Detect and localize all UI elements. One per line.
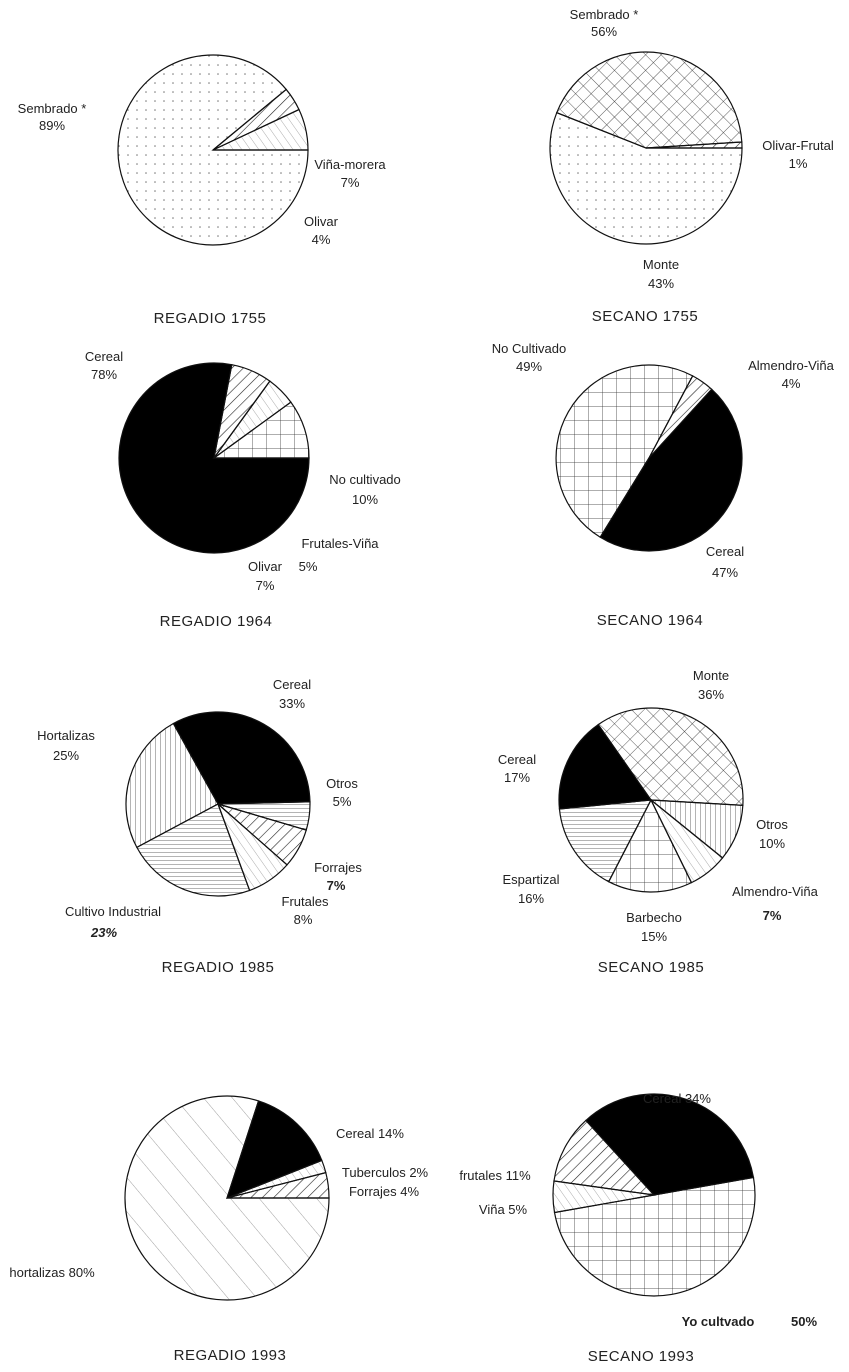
- label-r1985-frutales: Frutales: [282, 894, 329, 909]
- label-s1993-nocult-pct: 50%: [791, 1314, 817, 1329]
- label-r1985-otros-pct: 5%: [333, 794, 352, 809]
- label-s1755-monte: Monte: [643, 257, 679, 272]
- title-secano-1964: SECANO 1964: [597, 612, 703, 629]
- title-secano-1993: SECANO 1993: [588, 1348, 694, 1365]
- label-s1993-nocult: Yo cultvado: [682, 1314, 755, 1329]
- title-secano-1755: SECANO 1755: [592, 308, 698, 325]
- label-s1985-otros: Otros: [756, 817, 788, 832]
- label-r1964-olivar-pct: 7%: [256, 578, 275, 593]
- label-r1985-industrial-pct: 23%: [90, 925, 117, 940]
- label-r1985-hortalizas-pct: 25%: [53, 748, 79, 763]
- pie-secano-1993: [552, 1093, 756, 1297]
- label-r1755-olivar-pct: 4%: [312, 232, 331, 247]
- label-s1985-monte-pct: 36%: [698, 687, 724, 702]
- pie-slice-olivar-frutal: [645, 141, 743, 149]
- label-s1964-nocult-pct: 49%: [516, 359, 542, 374]
- label-s1993-cereal: Cereal 34%: [643, 1091, 711, 1106]
- pie-slice-sembrado: [549, 111, 743, 245]
- label-r1964-frutales-pct: 5%: [299, 559, 318, 574]
- pie-slice-barbecho: [607, 798, 693, 893]
- label-s1985-almendro-pct: 7%: [763, 908, 782, 923]
- label-r1985-hortalizas: Hortalizas: [37, 728, 95, 743]
- label-s1985-barbecho: Barbecho: [626, 910, 682, 925]
- pie-slices-layer: [117, 51, 756, 1301]
- pie-slice-no-cultivado: [212, 401, 310, 459]
- label-s1755-sembrado: Sembrado *: [570, 7, 639, 22]
- title-regadio-1964: REGADIO 1964: [160, 613, 273, 630]
- label-r1964-frutales: Frutales-Viña: [301, 536, 379, 551]
- title-regadio-1755: REGADIO 1755: [154, 310, 267, 327]
- pie-slice-cultivo-industrial: [136, 803, 251, 897]
- label-s1985-cereal-pct: 17%: [504, 770, 530, 785]
- pie-regadio-1985: [125, 711, 311, 897]
- label-r1985-frutales-pct: 8%: [294, 912, 313, 927]
- pie-slice-cereal: [558, 723, 653, 810]
- label-r1755-olivar: Olivar: [304, 214, 339, 229]
- label-r1755-sembrado-pct: 89%: [39, 118, 65, 133]
- label-r1985-forrajes-pct: 7%: [327, 878, 346, 893]
- label-s1964-almendro: Almendro-Viña: [748, 358, 835, 373]
- label-r1985-cereal-pct: 33%: [279, 696, 305, 711]
- label-r1964-nocult-pct: 10%: [352, 492, 378, 507]
- label-r1993-tuberculos: Tuberculos 2%: [342, 1165, 429, 1180]
- label-r1755-vina: Viña-morera: [314, 157, 386, 172]
- label-s1964-almendro-pct: 4%: [782, 376, 801, 391]
- pie-slice-cereal: [599, 388, 743, 552]
- label-s1993-vina: Viña 5%: [479, 1202, 528, 1217]
- pie-regadio-1755: [117, 54, 309, 246]
- pie-secano-1755: [549, 51, 743, 245]
- label-r1985-forrajes: Forrajes: [314, 860, 362, 875]
- label-s1985-espartizal: Espartizal: [502, 872, 559, 887]
- pie-slice-frutales: [553, 1119, 656, 1196]
- pie-slice-no-cultivado: [553, 1176, 756, 1297]
- label-r1964-olivar: Olivar: [248, 559, 283, 574]
- pie-slice-hortalizas: [124, 1095, 330, 1301]
- label-s1985-almendro: Almendro-Viña: [732, 884, 819, 899]
- label-r1993-forrajes: Forrajes 4%: [349, 1184, 420, 1199]
- label-r1993-cereal: Cereal 14%: [336, 1126, 404, 1141]
- label-s1755-olivar: Olivar-Frutal: [762, 138, 834, 153]
- title-secano-1985: SECANO 1985: [598, 959, 704, 976]
- label-r1755-vina-pct: 7%: [341, 175, 360, 190]
- title-regadio-1985: REGADIO 1985: [162, 959, 275, 976]
- pie-slice-vi-a-morera: [212, 108, 309, 151]
- label-r1985-cereal: Cereal: [273, 677, 311, 692]
- label-s1964-cereal-pct: 47%: [712, 565, 738, 580]
- pie-slice-cereal: [118, 362, 310, 554]
- pie-secano-1964: [555, 364, 743, 552]
- label-r1964-cereal: Cereal: [85, 349, 123, 364]
- pie-regadio-1964: [118, 362, 310, 554]
- pie-slice-no-cultivado: [555, 364, 694, 539]
- pie-secano-1985: [558, 707, 744, 893]
- pie-regadio-1993: [124, 1095, 330, 1301]
- label-r1985-otros: Otros: [326, 776, 358, 791]
- pie-slice-hortalizas: [125, 722, 219, 849]
- label-s1755-olivar-pct: 1%: [789, 156, 808, 171]
- label-r1993-hortalizas: hortalizas 80%: [9, 1265, 95, 1280]
- label-s1985-cereal: Cereal: [498, 752, 536, 767]
- label-r1985-industrial: Cultivo Industrial: [65, 904, 161, 919]
- label-r1964-nocult: No cultivado: [329, 472, 401, 487]
- label-r1755-sembrado: Sembrado *: [18, 101, 87, 116]
- label-r1964-cereal-pct: 78%: [91, 367, 117, 382]
- pie-slice-monte: [555, 51, 743, 149]
- label-s1985-espartizal-pct: 16%: [518, 891, 544, 906]
- label-s1985-otros-pct: 10%: [759, 836, 785, 851]
- label-s1964-cereal: Cereal: [706, 544, 744, 559]
- label-s1755-monte-pct: 43%: [648, 276, 674, 291]
- pie-slice-monte: [597, 707, 744, 806]
- label-s1755-sembrado-pct: 56%: [591, 24, 617, 39]
- label-s1993-frutales: frutales 11%: [459, 1168, 531, 1183]
- pie-slice-espartizal: [558, 799, 653, 883]
- label-s1985-barbecho-pct: 15%: [641, 929, 667, 944]
- title-regadio-1993: REGADIO 1993: [174, 1347, 287, 1364]
- pie-slice-cereal: [585, 1093, 755, 1196]
- label-s1964-nocult: No Cultivado: [492, 341, 566, 356]
- pie-slice-cereal: [172, 711, 311, 805]
- label-s1985-monte: Monte: [693, 668, 729, 683]
